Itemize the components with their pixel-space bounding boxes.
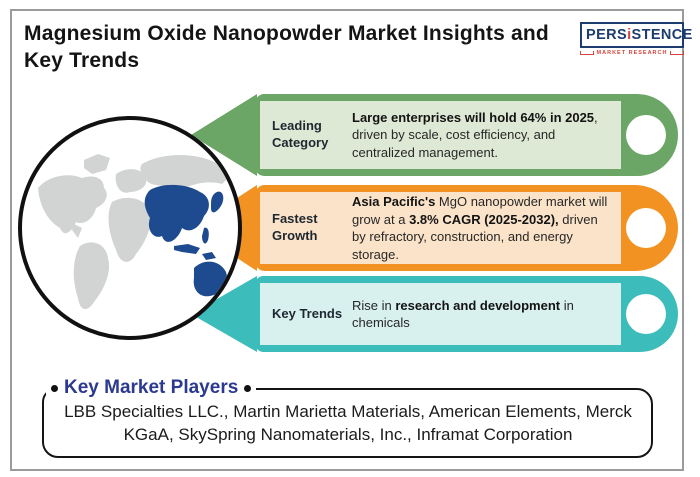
world-map-globe — [18, 116, 242, 340]
persistence-logo: PERSiSTENCE MARKET RESEARCH — [580, 22, 692, 56]
bullet-dot-left — [51, 384, 58, 392]
logo-text-stence: STENCE — [631, 27, 693, 43]
banner-end-circle — [626, 208, 666, 248]
bullet-dot-right — [244, 384, 252, 392]
banner-description: Rise in research and development in chem… — [352, 297, 574, 331]
banner-key-trends: Key Trends Rise in research and developm… — [0, 276, 700, 352]
key-players-title: Key Market Players — [64, 377, 239, 398]
banner-label: Fastest Growth — [272, 211, 318, 243]
banner-label: Key Trends — [272, 305, 343, 321]
logo-wordmark: PERSiSTENCE — [586, 27, 693, 43]
banner-content-panel: Leading Category Large enterprises will … — [260, 101, 621, 169]
key-players-companies: LBB Specialties LLC., Martin Marietta Ma… — [64, 402, 632, 444]
key-players-title-row: Key Market Players — [46, 377, 257, 399]
map-land-gray — [38, 154, 227, 310]
banner-description: Asia Pacific's MgO nanopowder market wil… — [352, 194, 608, 262]
logo-line-right — [670, 51, 685, 55]
banner-label: Leading Category — [272, 118, 329, 150]
banner-description: Large enterprises will hold 64% in 2025,… — [352, 109, 598, 160]
logo-text-i: i — [627, 27, 632, 43]
banner-leading-category: Leading Category Large enterprises will … — [0, 94, 700, 176]
banner-fastest-growth: Fastest Growth Asia Pacific's MgO nanopo… — [0, 185, 700, 271]
banner-body: Key Trends Rise in research and developm… — [255, 276, 678, 352]
logo-wordmark-box: PERSiSTENCE — [580, 22, 692, 48]
banner-body: Leading Category Large enterprises will … — [255, 94, 678, 176]
key-players-box — [42, 388, 653, 458]
page-title: Magnesium Oxide Nanopowder Market Insigh… — [24, 22, 549, 73]
logo-line-left — [580, 51, 594, 55]
banner-end-circle — [626, 115, 666, 155]
banner-content-panel: Fastest Growth Asia Pacific's MgO nanopo… — [260, 192, 621, 264]
logo-text-pers: PERS — [586, 27, 628, 43]
world-map — [38, 154, 232, 314]
banner-end-circle — [626, 294, 666, 334]
logo-subtitle: MARKET RESEARCH — [596, 50, 668, 56]
logo-subtitle-row: MARKET RESEARCH — [580, 50, 685, 56]
map-asia-pacific-highlight — [144, 184, 232, 314]
banner-body: Fastest Growth Asia Pacific's MgO nanopo… — [255, 185, 678, 271]
banner-content-panel: Key Trends Rise in research and developm… — [260, 283, 621, 345]
